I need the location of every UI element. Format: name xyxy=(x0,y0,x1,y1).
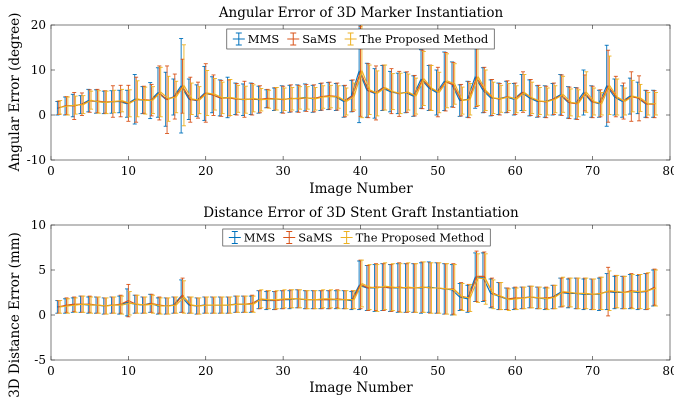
legend-label: MMS xyxy=(244,231,276,245)
x-tick-label: 30 xyxy=(275,164,290,178)
angular-error-chart: Angular Error of 3D Marker Instantiation… xyxy=(7,5,674,197)
y-tick-label: 10 xyxy=(31,218,46,232)
x-tick-label: 60 xyxy=(508,364,523,378)
legend: MMS SaMS The Proposed Method xyxy=(222,228,491,247)
x-tick-label: 10 xyxy=(121,164,136,178)
x-tick-label: 50 xyxy=(430,164,445,178)
y-axis-label: Angular Error (degree) xyxy=(7,13,23,173)
chart-title: Distance Error of 3D Stent Graft Instant… xyxy=(203,205,519,221)
distance-error-chart: Distance Error of 3D Stent Graft Instant… xyxy=(7,205,674,398)
series-layer xyxy=(55,25,658,134)
series-the-proposed-method xyxy=(58,253,658,316)
y-tick-label: 20 xyxy=(31,18,46,32)
legend-label: The Proposed Method xyxy=(356,231,485,245)
series-line xyxy=(60,68,656,108)
x-tick-label: 80 xyxy=(662,164,674,178)
x-tick-label: 0 xyxy=(47,364,55,378)
y-tick-label: 0 xyxy=(38,108,46,122)
x-axis-label: Image Number xyxy=(309,380,413,396)
series-layer xyxy=(55,250,658,318)
x-tick-label: 80 xyxy=(662,364,674,378)
x-tick-label: 10 xyxy=(121,364,136,378)
y-tick-label: 0 xyxy=(38,308,46,322)
x-tick-label: 0 xyxy=(47,164,55,178)
series-line xyxy=(60,277,657,308)
legend-label: SaMS xyxy=(302,32,337,46)
y-axis-label: 3D Distance Error (mm) xyxy=(7,232,23,398)
y-tick-label: 10 xyxy=(31,63,46,77)
x-tick-label: 40 xyxy=(353,164,368,178)
legend-label: MMS xyxy=(248,32,280,46)
x-tick-label: 40 xyxy=(353,364,368,378)
chart-title: Angular Error of 3D Marker Instantiation xyxy=(218,5,504,21)
legend-label: The Proposed Method xyxy=(360,32,489,46)
legend: MMS SaMS The Proposed Method xyxy=(226,28,495,50)
x-tick-label: 20 xyxy=(198,364,213,378)
x-tick-label: 30 xyxy=(275,364,290,378)
y-tick-label: 5 xyxy=(38,263,46,277)
x-tick-label: 20 xyxy=(198,164,213,178)
x-axis-label: Image Number xyxy=(309,181,413,197)
x-tick-label: 70 xyxy=(585,364,600,378)
legend-label: SaMS xyxy=(298,231,333,245)
x-tick-label: 70 xyxy=(585,164,600,178)
y-tick-label: -5 xyxy=(34,353,46,367)
x-tick-label: 60 xyxy=(508,164,523,178)
x-tick-label: 50 xyxy=(430,364,445,378)
y-tick-label: -10 xyxy=(27,153,46,167)
